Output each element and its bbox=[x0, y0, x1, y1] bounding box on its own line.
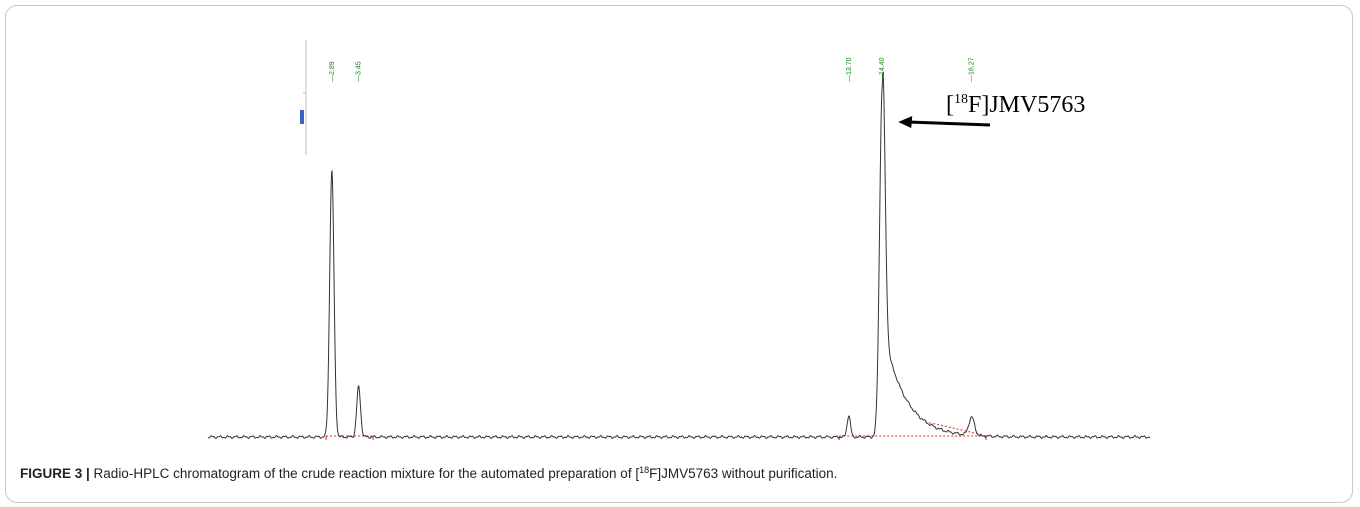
figure-frame bbox=[5, 5, 1353, 503]
peak-label-layer: —2.89 —3.45 —13.70 —14.40 —16.27 bbox=[329, 57, 976, 82]
annotation-arrow-shaft bbox=[908, 120, 991, 127]
peak-rt-label: —3.45 bbox=[356, 61, 363, 82]
figure-label: FIGURE 3 | bbox=[20, 466, 90, 481]
peak-rt-label: —2.89 bbox=[329, 61, 336, 82]
figure-caption: FIGURE 3 | Radio-HPLC chromatogram of th… bbox=[20, 465, 838, 481]
annotation-arrow-head bbox=[898, 116, 913, 128]
peak-rt-label: —13.70 bbox=[846, 57, 853, 82]
chromatogram-chart: —2.89 —3.45 —13.70 —14.40 —16.27 bbox=[207, 40, 1151, 440]
trace-layer bbox=[207, 71, 1151, 439]
peak-rt-label: —16.27 bbox=[969, 57, 976, 82]
arrow-layer bbox=[898, 116, 991, 128]
chromatogram-trace bbox=[207, 71, 1151, 439]
integration-split-curve bbox=[925, 421, 987, 437]
scale-indicator-marker bbox=[300, 110, 304, 124]
peak-rt-label: —14.40 bbox=[879, 57, 886, 82]
compound-annotation: [18F]JMV5763 bbox=[946, 92, 1086, 118]
